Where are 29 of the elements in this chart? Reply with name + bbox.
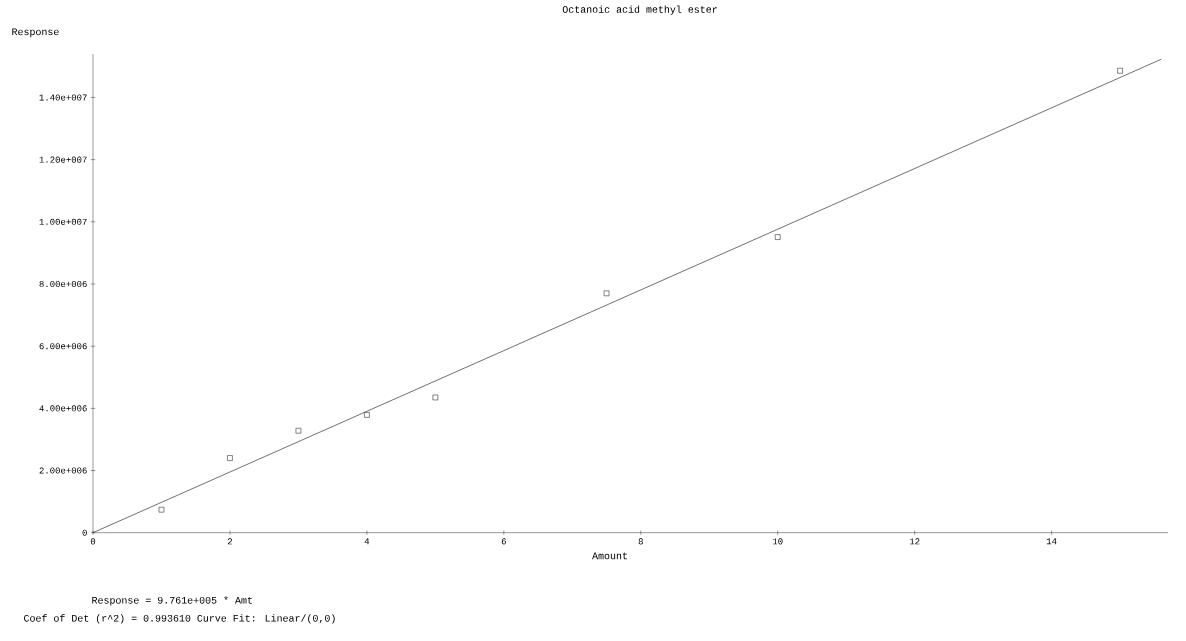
x-axis-title: Amount: [592, 552, 627, 560]
text: Coef of Det (r^2) = 0.993610 Curve Fit: Linear/(0,0): [24, 614, 335, 624]
y-tick-label: 6.00e+006: [39, 343, 87, 350]
y-tick-label: 8.00e+006: [39, 280, 87, 288]
point: [227, 455, 233, 461]
point: [432, 394, 439, 401]
point: [1117, 67, 1123, 74]
x-tick-label: 2: [227, 538, 233, 545]
x-tick-label: 10: [772, 538, 783, 545]
point: [364, 412, 370, 418]
point: [774, 234, 781, 240]
y-tick-label: 0: [82, 529, 87, 536]
y-tick-label: 4.00e+006: [39, 405, 87, 412]
y-tick-label: 1.20e+007: [39, 156, 87, 163]
y-axis-title: Response: [12, 28, 59, 38]
x-tick-label: 12: [909, 538, 920, 545]
y-tick-label: 1.00e+007: [39, 218, 87, 225]
x-tick-label: 6: [501, 538, 506, 545]
y-tick-label: 1.40e+007: [39, 94, 87, 101]
x-tick-label: 0: [90, 538, 96, 545]
point: [158, 506, 165, 513]
chart-title: Octanoic acid methyl ester: [562, 5, 717, 15]
text: Response = 9.761e+005 * Amt: [92, 596, 252, 606]
point: [603, 290, 610, 297]
y-tick-label: 2.00e+006: [39, 467, 87, 474]
x-tick-label: 14: [1046, 538, 1057, 545]
point: [295, 427, 302, 434]
x-tick-label: 4: [364, 538, 370, 545]
x-tick-label: 8: [638, 538, 643, 545]
